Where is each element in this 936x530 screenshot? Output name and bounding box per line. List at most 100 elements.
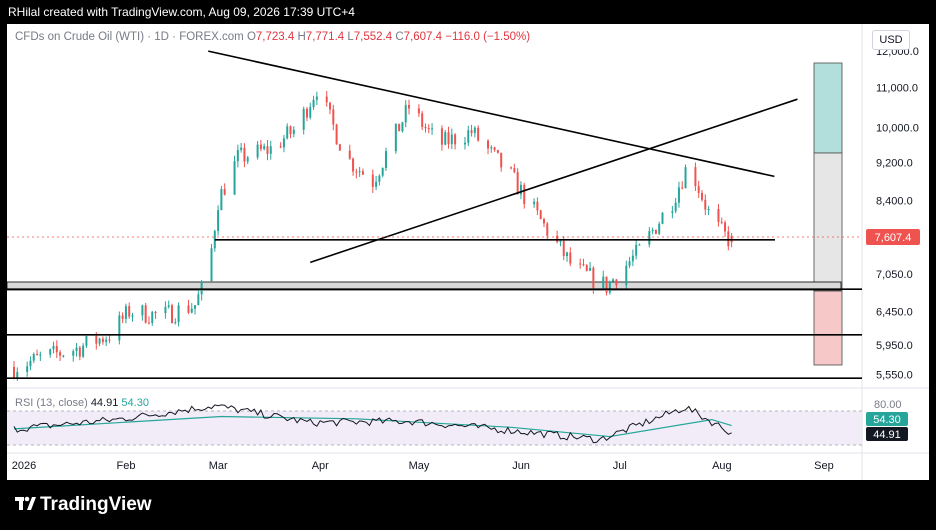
brand-name: TradingView [40, 494, 152, 515]
time-tick-label: Mar [209, 460, 228, 472]
chart-panel[interactable] [7, 24, 929, 480]
candle-body [605, 276, 608, 293]
candle-body [450, 134, 453, 145]
time-tick-label: Aug [712, 460, 732, 472]
resistance-trendline [208, 50, 775, 178]
candle-body [105, 339, 108, 343]
candle-body [519, 184, 522, 195]
candle-body [651, 229, 654, 232]
candle-body [128, 306, 131, 317]
candle-body [26, 366, 29, 372]
candle-body [197, 294, 200, 306]
candle-body [454, 134, 457, 145]
candle-body [348, 150, 351, 159]
candle-body [338, 144, 341, 151]
candle-body [332, 109, 335, 125]
candle-body [671, 211, 674, 213]
candle-body [36, 353, 39, 356]
candle-body [473, 127, 476, 133]
candle-body [55, 345, 58, 353]
candle-body [108, 339, 111, 341]
candle-body [470, 130, 473, 133]
candle-body [559, 240, 562, 242]
candle-body [523, 184, 526, 205]
candle-body [131, 315, 134, 317]
candle-body [677, 187, 680, 203]
candle-body [210, 248, 213, 282]
chart-legend: CFDs on Crude Oil (WTI) · 1D · FOREX.com… [15, 31, 530, 43]
change-value: −116.0 (−1.50%) [445, 31, 531, 43]
candle-body [440, 128, 443, 145]
candle-body [72, 351, 75, 356]
candle-body [533, 201, 536, 205]
candle-body [536, 201, 539, 211]
candle-body [29, 360, 32, 367]
candle-body [404, 105, 407, 123]
candle-body [431, 128, 434, 130]
candle-body [124, 306, 127, 319]
target-zone [813, 62, 843, 154]
candle-body [243, 147, 246, 162]
candle-body [144, 305, 147, 323]
candle-body [516, 172, 519, 195]
open-label: O [246, 31, 256, 43]
candle-body [727, 231, 730, 247]
rsi-group [13, 404, 732, 444]
candle-body [259, 144, 262, 150]
current-price-text: 7,607.4 [875, 232, 912, 244]
rsi-upper-label: 80.00 [874, 399, 902, 411]
instrument-label: CFDs on Crude Oil (WTI) · 1D · FOREX.com [15, 31, 244, 43]
price-tick-label: 8,400.0 [876, 196, 913, 208]
close-label: C [395, 31, 404, 43]
rsi-ma-value: 54.30 [121, 397, 149, 409]
candle-body [13, 366, 15, 378]
candle-body [398, 123, 401, 132]
price-tick-label: 9,200.0 [876, 158, 913, 170]
candle-body [52, 345, 55, 350]
candle-body [424, 126, 427, 129]
candle-body [325, 96, 328, 103]
candle-body [694, 167, 697, 187]
candle-body [335, 124, 338, 145]
rsi-value-badge-text: 44.91 [873, 429, 901, 441]
candle-body [75, 347, 78, 352]
price-tick-label: 6,450.0 [876, 306, 913, 318]
time-tick-label: Jul [613, 460, 627, 472]
candle-body [463, 142, 466, 145]
candle-body [500, 152, 503, 168]
candle-body [444, 132, 447, 145]
price-tick-label: 11,000.0 [876, 83, 918, 95]
time-tick-label: Feb [117, 460, 136, 472]
drawings-group [7, 50, 862, 379]
rsi-value: 44.91 [90, 397, 119, 409]
candle-body [279, 146, 282, 148]
candle-body [59, 352, 62, 356]
candle-body [427, 128, 430, 130]
top-credit-bar: RHilal created with TradingView.com, Aug… [0, 0, 936, 24]
candle-body [315, 96, 318, 100]
rsi-value-badge [866, 427, 908, 441]
stop-zone [813, 290, 843, 366]
candle-body [220, 189, 223, 211]
candle-body [305, 108, 308, 118]
candle-body [371, 174, 374, 187]
candle-body [151, 311, 154, 324]
candle-body [510, 167, 513, 169]
candle-body [579, 263, 582, 265]
current-price-badge [866, 229, 920, 245]
candle-body [589, 267, 592, 271]
candle-body [681, 187, 684, 189]
candle-body [707, 209, 710, 211]
candle-body [236, 150, 239, 162]
candle-body [381, 167, 384, 176]
candle-body [355, 171, 358, 173]
candle-body [631, 255, 634, 262]
candle-body [121, 315, 124, 319]
candle-body [78, 347, 81, 357]
currency-button[interactable]: USD [872, 30, 910, 50]
candle-body [269, 146, 272, 154]
price-tick-label: 5,950.0 [876, 340, 913, 352]
candle-body [635, 244, 638, 256]
candle-body [562, 240, 565, 257]
